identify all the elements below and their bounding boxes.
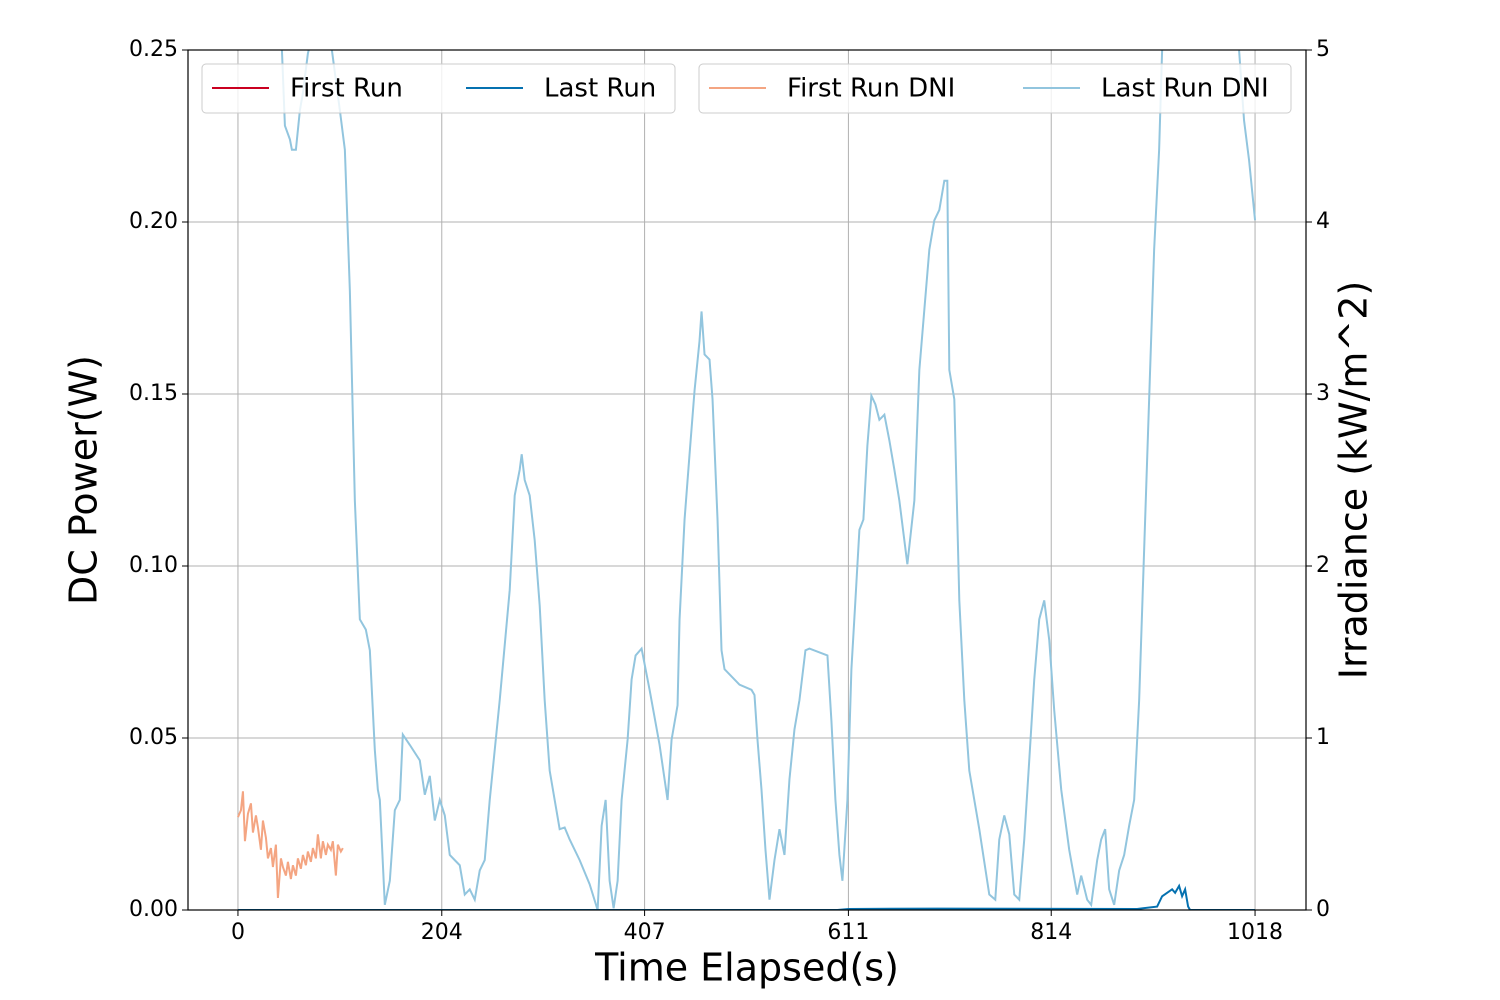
y-tick-label: 0.10 <box>129 553 178 578</box>
y-tick-label: 0.05 <box>129 725 178 750</box>
plot-frame <box>187 49 1307 911</box>
legend-box <box>201 63 676 114</box>
legend-label: Last Run <box>544 74 656 104</box>
x-tick-label: 204 <box>421 920 463 945</box>
legend-label: First Run DNI <box>787 74 955 104</box>
x-tick-label: 814 <box>1030 920 1072 945</box>
series-line <box>280 50 1257 910</box>
y2-tick-label: 4 <box>1316 209 1330 234</box>
y-tick-label: 0.15 <box>129 381 178 406</box>
legend: First Run Last Run First Run DNI Last Run D… <box>212 74 1269 104</box>
legend-label: First Run <box>290 74 403 104</box>
y-tick-label: 0.20 <box>129 209 178 234</box>
legend-label: Last Run DNI <box>1101 74 1269 104</box>
series-line <box>237 791 344 899</box>
y2-tick-label: 3 <box>1316 381 1330 406</box>
x-tick-label: 611 <box>827 920 869 945</box>
x-axis-label: Time Elapsed(s) <box>594 946 899 990</box>
y2-tick-label: 1 <box>1316 725 1330 750</box>
y2-tick-label: 0 <box>1316 897 1330 922</box>
y-tick-label: 0.25 <box>129 37 178 62</box>
y2-axis-label: Irradiance (kW/m^2) <box>1332 281 1376 680</box>
y2-tick-label: 5 <box>1316 37 1330 62</box>
x-tick-label: 407 <box>624 920 666 945</box>
ticks: 0 204 407 611 814 10180.000.050.100.150.200.2… <box>129 37 1330 945</box>
y2-tick-label: 2 <box>1316 553 1330 578</box>
x-tick-label: 0 <box>231 920 245 945</box>
series-line <box>237 883 1256 910</box>
y-tick-label: 0.00 <box>129 897 178 922</box>
plot-lines <box>237 50 1257 910</box>
x-tick-label: 1018 <box>1227 920 1283 945</box>
y-axis-label: DC Power(W) <box>62 355 106 605</box>
legend-box <box>698 63 1292 114</box>
